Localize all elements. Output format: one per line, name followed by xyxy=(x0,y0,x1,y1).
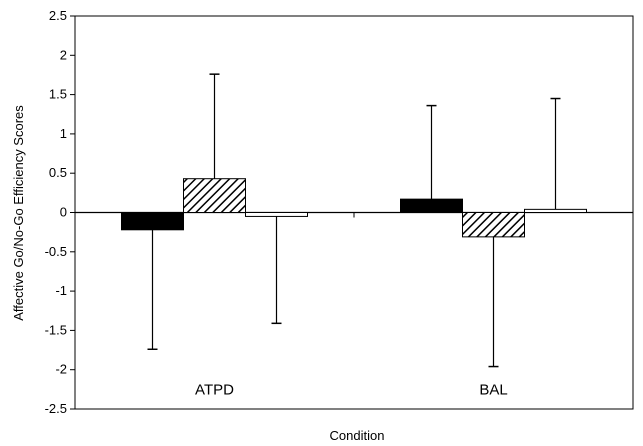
x-axis-title: Condition xyxy=(330,428,385,443)
y-tick-label: -1 xyxy=(55,283,67,298)
y-tick-label: 1 xyxy=(60,126,67,141)
y-tick-label: -2.5 xyxy=(45,401,67,416)
y-tick-label: 1.5 xyxy=(49,87,67,102)
bar-atpd-diagonal-hatch xyxy=(183,178,246,213)
y-tick-label: 2.5 xyxy=(49,8,67,23)
y-tick-label: 2 xyxy=(60,47,67,62)
y-tick-label: -0.5 xyxy=(45,244,67,259)
y-axis-title: Affective Go/No-Go Efficiency Scores xyxy=(11,105,26,321)
bar-bal-white xyxy=(524,208,587,214)
category-label: BAL xyxy=(479,381,507,398)
y-tick-label: 0.5 xyxy=(49,165,67,180)
y-tick-label: 0 xyxy=(60,205,67,220)
category-label: ATPD xyxy=(195,381,234,398)
plot-area: 2.5 2 1.5 1 0.5 0 -0.5 -1 -1.5 -2 -2.5 ATPD BAL xyxy=(45,8,634,416)
y-tick-label: -1.5 xyxy=(45,322,67,337)
y-tick-label: -2 xyxy=(55,362,67,377)
bar-bal-diagonal-hatch xyxy=(462,212,525,238)
bar-bal-solid-black xyxy=(400,198,463,213)
bar-atpd-white xyxy=(245,212,308,217)
bar-atpd-solid-black xyxy=(121,212,184,231)
